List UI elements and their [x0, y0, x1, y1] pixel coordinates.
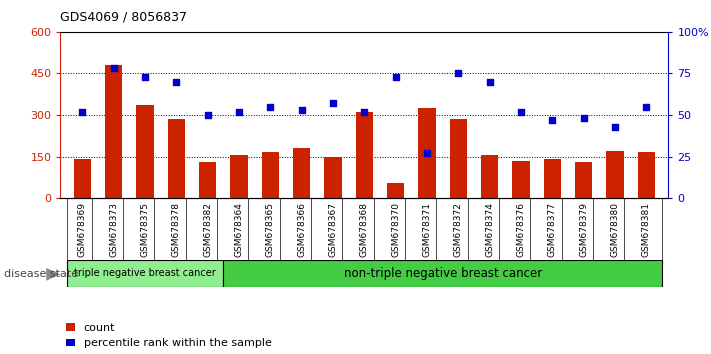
Bar [67, 260, 223, 287]
Bar [544, 159, 561, 198]
Point [422, 150, 433, 156]
Point [641, 104, 652, 110]
Point [359, 109, 370, 115]
Point [171, 79, 182, 85]
Text: GSM678375: GSM678375 [141, 202, 149, 257]
Bar [387, 183, 405, 198]
Point [264, 104, 276, 110]
Bar [168, 119, 185, 198]
Polygon shape [46, 268, 60, 281]
Text: GSM678373: GSM678373 [109, 202, 118, 257]
Text: GSM678370: GSM678370 [391, 202, 400, 257]
Bar [606, 151, 624, 198]
Text: GSM678364: GSM678364 [235, 202, 244, 257]
Legend: count, percentile rank within the sample: count, percentile rank within the sample [66, 323, 272, 348]
Text: GSM678371: GSM678371 [422, 202, 432, 257]
Point [453, 71, 464, 76]
Point [202, 112, 213, 118]
Text: GSM678374: GSM678374 [485, 202, 494, 257]
Bar [419, 108, 436, 198]
Text: GSM678378: GSM678378 [172, 202, 181, 257]
Text: GSM678365: GSM678365 [266, 202, 275, 257]
Text: GSM678381: GSM678381 [642, 202, 651, 257]
Bar [105, 65, 122, 198]
Bar [293, 148, 310, 198]
Bar [223, 260, 662, 287]
Text: GSM678366: GSM678366 [297, 202, 306, 257]
Text: GSM678372: GSM678372 [454, 202, 463, 257]
Point [547, 117, 558, 123]
Point [515, 109, 527, 115]
Point [296, 107, 307, 113]
Text: GSM678380: GSM678380 [611, 202, 619, 257]
Text: GSM678382: GSM678382 [203, 202, 212, 257]
Point [108, 65, 119, 71]
Point [139, 74, 151, 80]
Bar [262, 153, 279, 198]
Bar [513, 161, 530, 198]
Text: triple negative breast cancer: triple negative breast cancer [74, 268, 216, 279]
Point [484, 79, 496, 85]
Text: GDS4069 / 8056837: GDS4069 / 8056837 [60, 11, 188, 24]
Bar [74, 159, 91, 198]
Bar [356, 112, 373, 198]
Point [233, 109, 245, 115]
Bar [575, 162, 592, 198]
Point [77, 109, 88, 115]
Point [609, 124, 621, 130]
Text: GSM678368: GSM678368 [360, 202, 369, 257]
Text: GSM678367: GSM678367 [328, 202, 338, 257]
Bar [199, 162, 216, 198]
Text: GSM678376: GSM678376 [517, 202, 525, 257]
Bar [481, 155, 498, 198]
Text: GSM678377: GSM678377 [548, 202, 557, 257]
Bar [324, 156, 342, 198]
Bar [137, 105, 154, 198]
Bar [638, 153, 655, 198]
Point [327, 101, 338, 106]
Text: non-triple negative breast cancer: non-triple negative breast cancer [343, 267, 542, 280]
Bar [230, 155, 247, 198]
Text: GSM678369: GSM678369 [78, 202, 87, 257]
Text: GSM678379: GSM678379 [579, 202, 588, 257]
Bar [450, 119, 467, 198]
Point [578, 115, 589, 121]
Point [390, 74, 402, 80]
Text: disease state: disease state [4, 269, 77, 279]
